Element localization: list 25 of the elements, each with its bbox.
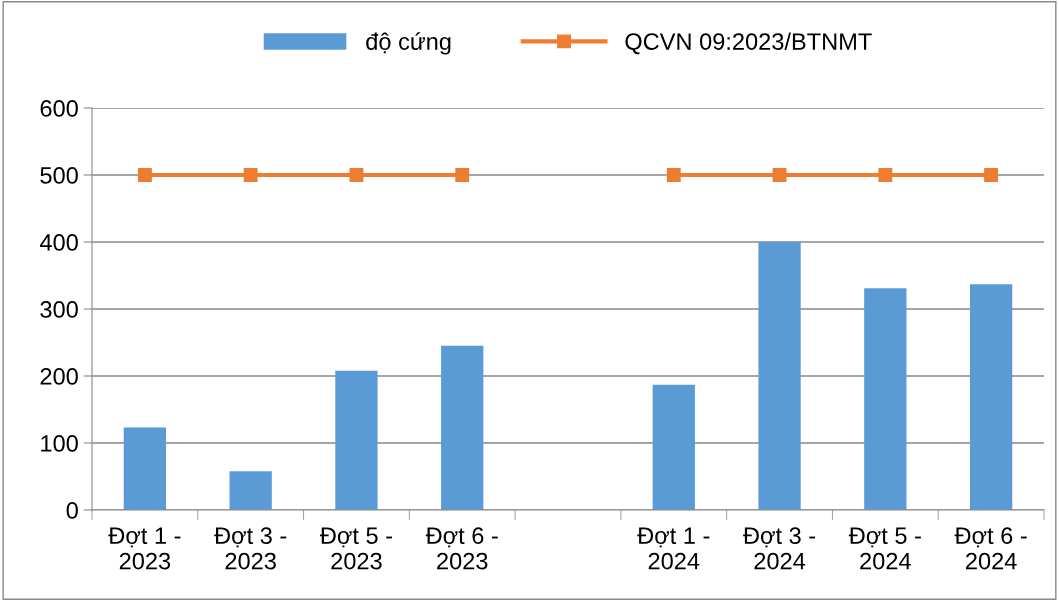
- x-tick-label: Đợt 6 - 2024: [954, 527, 1027, 570]
- y-tick-label: 600: [40, 100, 78, 117]
- y-tick-label: 300: [40, 301, 78, 318]
- legend-label: QCVN 09:2023/BTNMT: [625, 32, 872, 55]
- bar: [123, 427, 167, 510]
- bar: [969, 284, 1013, 510]
- legend-label: độ cứng: [366, 32, 451, 55]
- x-tick-label: Đợt 3 - 2024: [743, 527, 816, 570]
- x-tick-label: Đợt 5 - 2024: [848, 527, 921, 570]
- bar: [758, 242, 801, 510]
- y-tick-label: 0: [66, 502, 78, 519]
- bar: [335, 370, 378, 510]
- x-tick-label: Đợt 6 - 2023: [425, 527, 498, 570]
- bar: [441, 345, 484, 510]
- bar: [229, 471, 272, 510]
- x-tick-label: Đợt 3 - 2023: [214, 527, 287, 570]
- y-tick-label: 500: [40, 167, 78, 184]
- x-tick-label: Đợt 1 - 2024: [637, 527, 710, 570]
- bar: [864, 288, 907, 510]
- y-tick-label: 100: [41, 435, 78, 452]
- x-tick-label: Đợt 1 - 2023: [108, 527, 181, 570]
- bar: [652, 384, 695, 510]
- y-tick-label: 400: [39, 234, 78, 251]
- x-tick-label: Đợt 5 - 2023: [320, 527, 392, 570]
- y-tick-label: 200: [40, 368, 78, 385]
